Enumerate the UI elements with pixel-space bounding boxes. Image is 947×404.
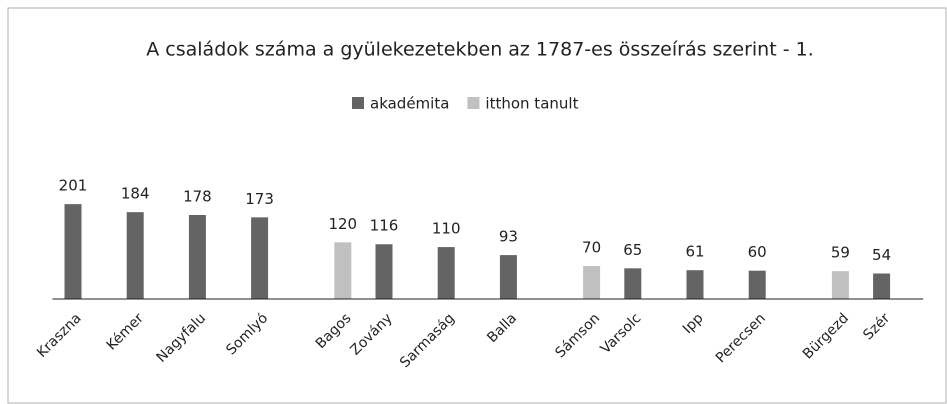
value-label: 173 <box>245 190 274 208</box>
value-label: 61 <box>685 243 704 261</box>
value-label: 54 <box>872 246 891 264</box>
legend-swatch <box>352 97 364 109</box>
legend-label: akadémita <box>370 95 449 113</box>
value-label: 65 <box>623 241 642 259</box>
value-label: 59 <box>831 244 850 262</box>
bar <box>437 247 455 299</box>
bar <box>64 204 82 299</box>
bar <box>126 212 144 299</box>
bar <box>188 214 206 299</box>
chart-title: A családok száma a gyülekezetekben az 17… <box>146 39 814 61</box>
legend-swatch <box>467 97 480 109</box>
bar <box>873 273 891 299</box>
value-label: 70 <box>582 238 601 256</box>
legend-label: itthon tanult <box>485 95 578 113</box>
bar <box>375 244 393 299</box>
bar <box>748 270 766 299</box>
bar <box>624 268 642 299</box>
value-label: 110 <box>432 220 461 238</box>
value-label: 93 <box>499 228 518 246</box>
bar <box>686 270 704 299</box>
value-label: 184 <box>121 185 150 203</box>
bar <box>334 242 352 299</box>
bar <box>499 255 517 299</box>
value-label: 201 <box>59 177 88 195</box>
bar <box>251 217 269 299</box>
value-label: 178 <box>183 187 212 205</box>
value-label: 60 <box>748 243 767 261</box>
value-label: 120 <box>328 215 357 233</box>
chart-frame <box>7 7 947 404</box>
value-label: 116 <box>370 217 399 235</box>
bar <box>831 271 849 299</box>
bar <box>583 265 601 299</box>
